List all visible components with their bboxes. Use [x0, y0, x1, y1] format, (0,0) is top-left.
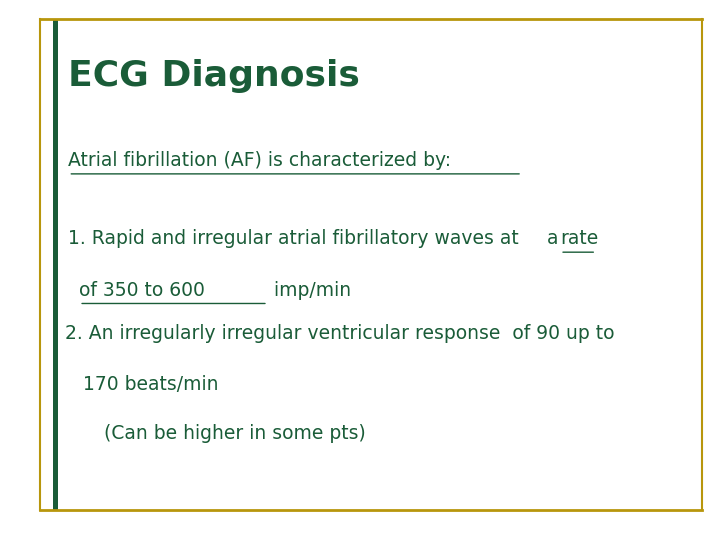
- Text: Atrial fibrillation (AF) is characterized by:: Atrial fibrillation (AF) is characterize…: [68, 151, 451, 170]
- Text: 170 beats/min: 170 beats/min: [83, 375, 218, 394]
- Bar: [53, 19, 58, 510]
- Text: imp/min: imp/min: [268, 281, 351, 300]
- Text: (Can be higher in some pts): (Can be higher in some pts): [104, 424, 366, 443]
- Text: a: a: [547, 230, 564, 248]
- Text: 1. Rapid and irregular atrial fibrillatory waves at: 1. Rapid and irregular atrial fibrillato…: [68, 230, 519, 248]
- Text: ECG Diagnosis: ECG Diagnosis: [68, 59, 360, 93]
- Text: rate: rate: [560, 230, 598, 248]
- Text: of 350 to 600: of 350 to 600: [79, 281, 205, 300]
- Text: 2. An irregularly irregular ventricular response  of 90 up to: 2. An irregularly irregular ventricular …: [65, 324, 614, 343]
